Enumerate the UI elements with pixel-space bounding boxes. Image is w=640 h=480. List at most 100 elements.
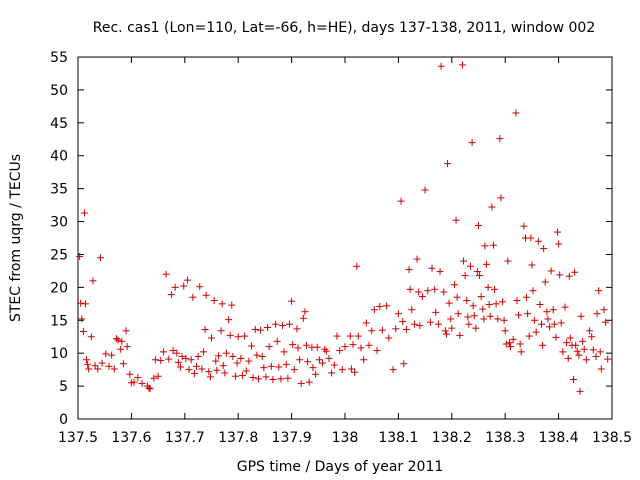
data-point — [251, 325, 259, 333]
data-point — [448, 324, 456, 332]
data-point — [174, 358, 182, 366]
data-point — [262, 373, 270, 381]
data-point — [513, 297, 521, 305]
data-point — [229, 352, 237, 360]
data-point — [217, 327, 225, 335]
y-tick-label: 5 — [59, 379, 68, 395]
data-point — [362, 319, 370, 327]
data-point — [114, 336, 122, 344]
data-point — [458, 61, 466, 69]
data-point — [267, 362, 275, 370]
data-point — [122, 327, 130, 335]
data-point — [527, 234, 535, 242]
data-point — [336, 347, 344, 355]
data-point — [400, 360, 408, 368]
data-point — [488, 203, 496, 211]
data-point — [162, 270, 170, 278]
data-point — [571, 268, 579, 276]
data-point — [169, 347, 177, 355]
data-point — [182, 354, 190, 362]
data-point — [556, 271, 564, 279]
x-tick-label: 138.2 — [432, 430, 472, 446]
data-point — [194, 352, 202, 360]
data-point — [347, 365, 355, 373]
x-tick-label: 138 — [332, 430, 359, 446]
data-point — [550, 320, 558, 328]
data-point — [360, 356, 368, 364]
data-point — [406, 285, 414, 293]
data-point — [415, 288, 423, 296]
data-point — [543, 308, 551, 316]
data-point — [282, 360, 290, 368]
data-point — [416, 322, 424, 330]
data-point — [452, 216, 460, 224]
data-point — [570, 376, 578, 384]
data-point — [346, 332, 354, 340]
data-point — [201, 325, 209, 333]
data-point — [475, 221, 482, 229]
data-point — [479, 305, 487, 313]
data-point — [464, 313, 472, 321]
data-point — [226, 331, 234, 339]
data-point — [94, 365, 102, 373]
data-point — [469, 302, 477, 310]
data-point — [555, 240, 563, 248]
x-tick-label: 137.9 — [272, 430, 312, 446]
data-point — [110, 365, 118, 373]
data-point — [582, 356, 590, 364]
data-point — [365, 341, 373, 349]
data-point — [338, 366, 346, 374]
data-point — [492, 300, 500, 308]
data-point — [573, 347, 581, 355]
data-point — [432, 308, 440, 316]
data-point — [541, 278, 549, 286]
data-point — [450, 281, 458, 289]
x-tick-label: 137.8 — [218, 430, 258, 446]
data-point — [528, 261, 536, 269]
data-point — [212, 357, 220, 365]
data-point — [431, 285, 439, 293]
data-point — [405, 266, 413, 274]
data-point — [546, 323, 554, 331]
data-point — [588, 333, 596, 341]
data-point — [532, 328, 540, 336]
data-point — [301, 308, 309, 316]
data-point — [480, 315, 488, 323]
data-point — [520, 222, 528, 230]
data-point — [273, 337, 281, 345]
axis-ticks — [77, 56, 613, 420]
data-point — [232, 372, 240, 380]
data-point — [117, 345, 125, 353]
data-point — [354, 332, 362, 340]
data-point — [547, 267, 555, 275]
data-point — [595, 287, 603, 295]
data-point — [592, 352, 600, 360]
data-point — [389, 366, 397, 374]
data-point — [561, 303, 569, 311]
data-point — [538, 320, 546, 328]
data-point — [76, 252, 84, 260]
data-point — [145, 384, 153, 392]
data-point — [572, 341, 580, 349]
data-point — [486, 312, 494, 320]
data-point — [593, 310, 601, 318]
data-point — [408, 306, 416, 314]
y-tick-label: 20 — [50, 280, 68, 296]
data-point — [245, 357, 253, 365]
data-point — [402, 325, 410, 333]
data-point — [436, 268, 444, 276]
data-point — [426, 318, 434, 326]
data-point — [330, 361, 338, 369]
data-point — [79, 327, 87, 335]
data-point — [549, 306, 557, 314]
data-point — [523, 293, 531, 301]
data-point — [233, 359, 241, 367]
data-point — [193, 362, 201, 370]
data-point — [596, 348, 604, 356]
data-point — [378, 326, 386, 334]
data-point — [410, 320, 418, 328]
data-point — [529, 287, 537, 295]
data-point — [180, 282, 188, 290]
y-tick-label: 0 — [59, 412, 68, 428]
data-point — [489, 241, 497, 249]
